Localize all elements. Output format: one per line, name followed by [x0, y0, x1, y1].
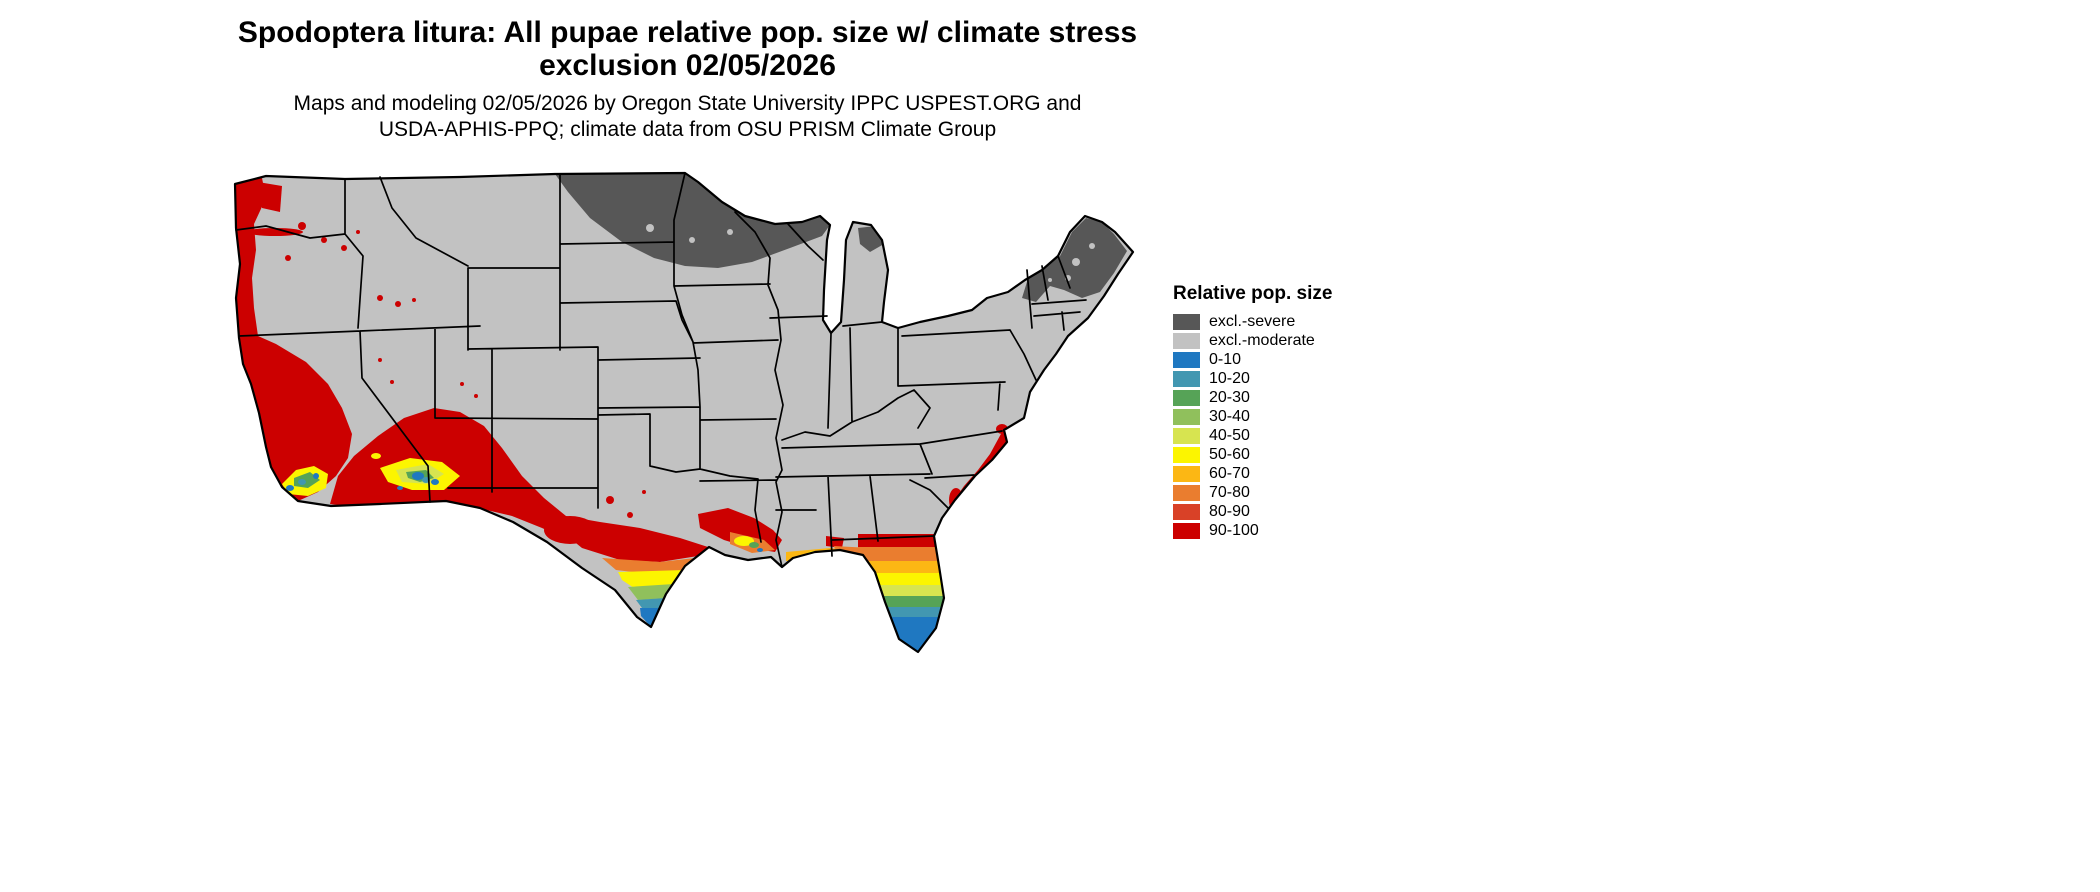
us-outline — [233, 171, 1135, 654]
region-la-20-30 — [749, 542, 759, 548]
us-map — [233, 171, 1135, 654]
region-stx-50-60 — [618, 570, 685, 588]
region-stx-30-40 — [628, 584, 674, 600]
legend-swatch — [1173, 523, 1200, 539]
figure-title-line1: Spodoptera litura: All pupae relative po… — [237, 16, 1138, 49]
legend-label: 90-100 — [1209, 522, 1259, 539]
legend-label: excl.-moderate — [1209, 332, 1315, 349]
region-la-50-60 — [734, 536, 754, 546]
region-socal-0-10 — [286, 473, 319, 491]
legend-item: 70-80 — [1173, 485, 1332, 501]
legend-label: 70-80 — [1209, 484, 1250, 501]
legend-item: 40-50 — [1173, 428, 1332, 444]
legend-label: 0-10 — [1209, 351, 1242, 368]
region-west-coast-90-100 — [235, 178, 478, 501]
legend-item: excl.-severe — [1173, 314, 1332, 330]
legend-item: excl.-moderate — [1173, 333, 1332, 349]
legend-swatch — [1173, 466, 1200, 482]
legend-item: 30-40 — [1173, 409, 1332, 425]
legend-label: 10-20 — [1209, 370, 1250, 387]
figure-title-line2: exclusion 02/05/2026 — [539, 49, 836, 82]
legend-label: 60-70 — [1209, 465, 1250, 482]
region-stx-70-80 — [602, 558, 695, 574]
legend-swatch — [1173, 428, 1200, 444]
figure-subtitle-line1: Maps and modeling 02/05/2026 by Oregon S… — [293, 92, 1082, 115]
legend-swatch — [1173, 371, 1200, 387]
legend-item: 80-90 — [1173, 504, 1332, 520]
legend-swatch — [1173, 447, 1200, 463]
region-arizona-0-10 — [397, 472, 439, 490]
legend-title: Relative pop. size — [1173, 283, 1333, 304]
legend-swatch — [1173, 333, 1200, 349]
figure-title: Spodoptera litura: All pupae relative po… — [0, 16, 1375, 82]
legend-item: 20-30 — [1173, 390, 1332, 406]
legend-label: 50-60 — [1209, 446, 1250, 463]
region-base-excl-moderate — [235, 173, 1133, 652]
legend-items: excl.-severe excl.-moderate 0-10 10-20 20-30… — [1173, 314, 1332, 539]
legend-label: excl.-severe — [1209, 313, 1296, 330]
legend-swatch — [1173, 314, 1200, 330]
legend: Relative pop. size excl.-severe excl.-mod… — [1173, 283, 1332, 542]
state-borders — [235, 172, 1087, 568]
legend-swatch — [1173, 504, 1200, 520]
region-la-0-10 — [757, 548, 763, 552]
region-stx-0-10 — [640, 608, 661, 627]
region-socal-10-20 — [298, 479, 306, 485]
legend-item: 0-10 — [1173, 352, 1332, 368]
legend-swatch — [1173, 390, 1200, 406]
legend-swatch — [1173, 485, 1200, 501]
legend-item: 90-100 — [1173, 523, 1332, 539]
legend-item: 60-70 — [1173, 466, 1332, 482]
legend-swatch — [1173, 352, 1200, 368]
legend-label: 20-30 — [1209, 389, 1250, 406]
legend-label: 40-50 — [1209, 427, 1250, 444]
figure-subtitle-line2: USDA-APHIS-PPQ; climate data from OSU PR… — [378, 118, 997, 141]
legend-swatch — [1173, 409, 1200, 425]
figure-subtitle: Maps and modeling 02/05/2026 by Oregon S… — [0, 91, 1375, 143]
legend-label: 80-90 — [1209, 503, 1250, 520]
map-area — [230, 170, 1140, 662]
region-excl-severe-north-central — [555, 173, 884, 268]
legend-item: 10-20 — [1173, 371, 1332, 387]
legend-item: 50-60 — [1173, 447, 1332, 463]
legend-label: 30-40 — [1209, 408, 1250, 425]
